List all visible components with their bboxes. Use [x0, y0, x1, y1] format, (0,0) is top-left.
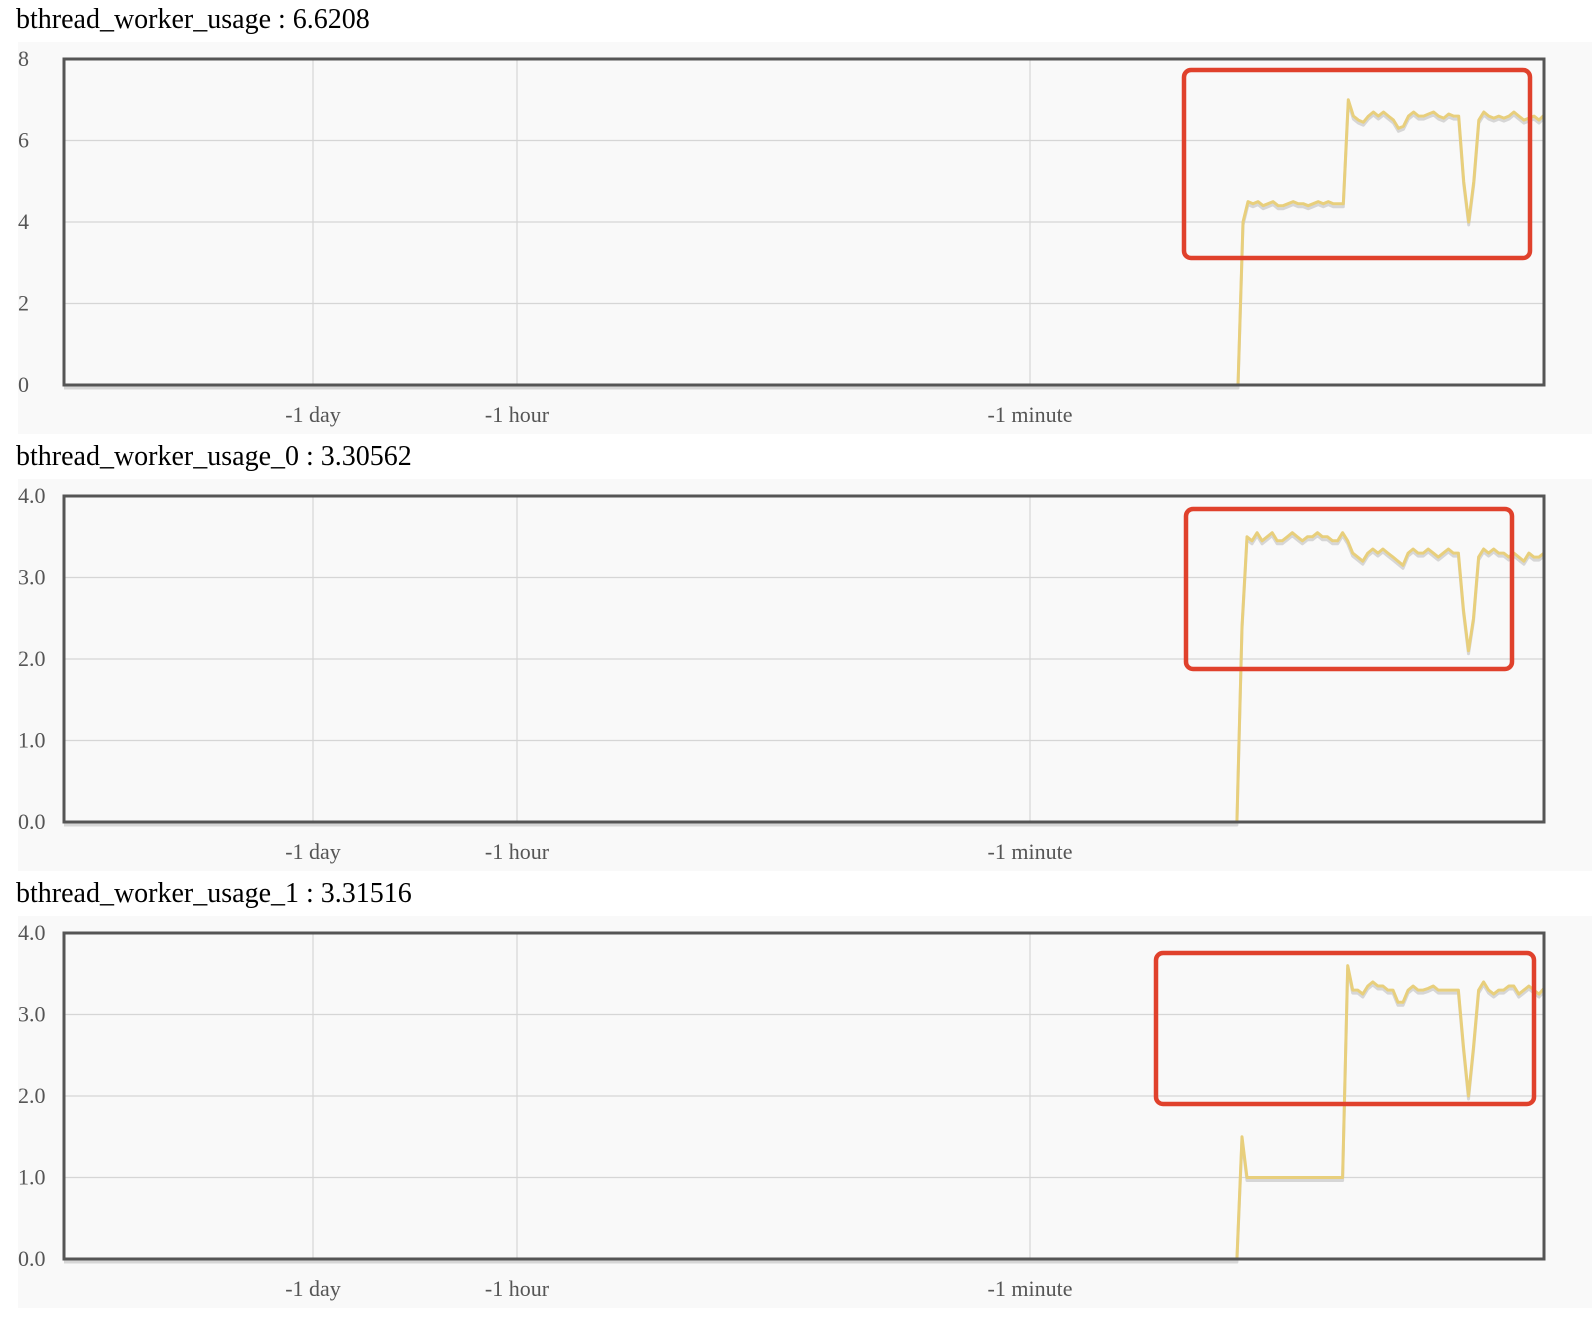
- x-tick-label: -1 day: [285, 839, 341, 864]
- plot-border: [62, 57, 1546, 387]
- panel-title-2: bthread_worker_usage_1 : 3.31516: [16, 878, 412, 910]
- y-tick-label: 4.0: [18, 483, 46, 508]
- y-tick-label: 0.0: [18, 809, 46, 834]
- series-line-shadow: [64, 101, 1546, 390]
- metric-separator-0: :: [271, 4, 293, 35]
- panel-title-1: bthread_worker_usage_0 : 3.30562: [16, 441, 412, 473]
- x-tick-label: -1 minute: [988, 402, 1073, 427]
- metric-name-1: bthread_worker_usage_0: [16, 441, 300, 472]
- y-tick-label: 3.0: [18, 565, 46, 590]
- metric-separator-2: :: [299, 878, 321, 909]
- y-tick-label: 0: [18, 372, 29, 397]
- series-line-shadow: [64, 534, 1545, 827]
- chart-background: [18, 479, 1592, 871]
- metric-separator-1: :: [299, 441, 321, 472]
- chart-panel-1: 0.0 1.0 2.0 3.0 4.0 -1 day -1 hour -1 minute: [18, 479, 1592, 871]
- x-tick-label: -1 hour: [485, 402, 550, 427]
- y-tick-label: 2.0: [18, 1083, 46, 1108]
- y-tick-label: 4: [18, 209, 29, 234]
- chart-panel-2: 0.0 1.0 2.0 3.0 4.0 -1 day -1 hour -1 minute: [18, 916, 1592, 1308]
- chart-panel-0: 0 2 4 6 8 -1 day -1 hour -1 minute: [18, 42, 1592, 434]
- highlight-box: [1153, 950, 1537, 1107]
- highlight-box: [1181, 67, 1533, 261]
- x-tick-label: -1 minute: [988, 1276, 1073, 1301]
- metric-value-1: 3.30562: [320, 441, 412, 472]
- y-tick-label: 2.0: [18, 646, 46, 671]
- y-tick-label: 0.0: [18, 1246, 46, 1271]
- metric-value-2: 3.31516: [320, 878, 412, 909]
- metric-value-0: 6.6208: [292, 4, 370, 35]
- plot-border: [62, 494, 1546, 824]
- y-tick-label: 6: [18, 128, 29, 153]
- y-tick-label: 8: [18, 46, 29, 71]
- metric-name-0: bthread_worker_usage: [16, 4, 272, 35]
- x-tick-label: -1 day: [285, 402, 341, 427]
- chart-background: [18, 42, 1592, 434]
- x-tick-label: -1 hour: [485, 839, 550, 864]
- x-tick-label: -1 hour: [485, 1276, 550, 1301]
- y-tick-label: 1.0: [18, 1165, 46, 1190]
- chart-background: [18, 916, 1592, 1308]
- panel-title-0: bthread_worker_usage : 6.6208: [16, 4, 370, 36]
- y-tick-label: 1.0: [18, 728, 46, 753]
- x-tick-label: -1 day: [285, 1276, 341, 1301]
- y-tick-label: 3.0: [18, 1002, 46, 1027]
- y-tick-label: 4.0: [18, 920, 46, 945]
- highlight-box: [1183, 506, 1515, 672]
- series-line-shadow: [64, 967, 1546, 1264]
- plot-border: [62, 931, 1546, 1261]
- metric-name-2: bthread_worker_usage_1: [16, 878, 300, 909]
- y-tick-label: 2: [18, 291, 29, 316]
- x-tick-label: -1 minute: [988, 839, 1073, 864]
